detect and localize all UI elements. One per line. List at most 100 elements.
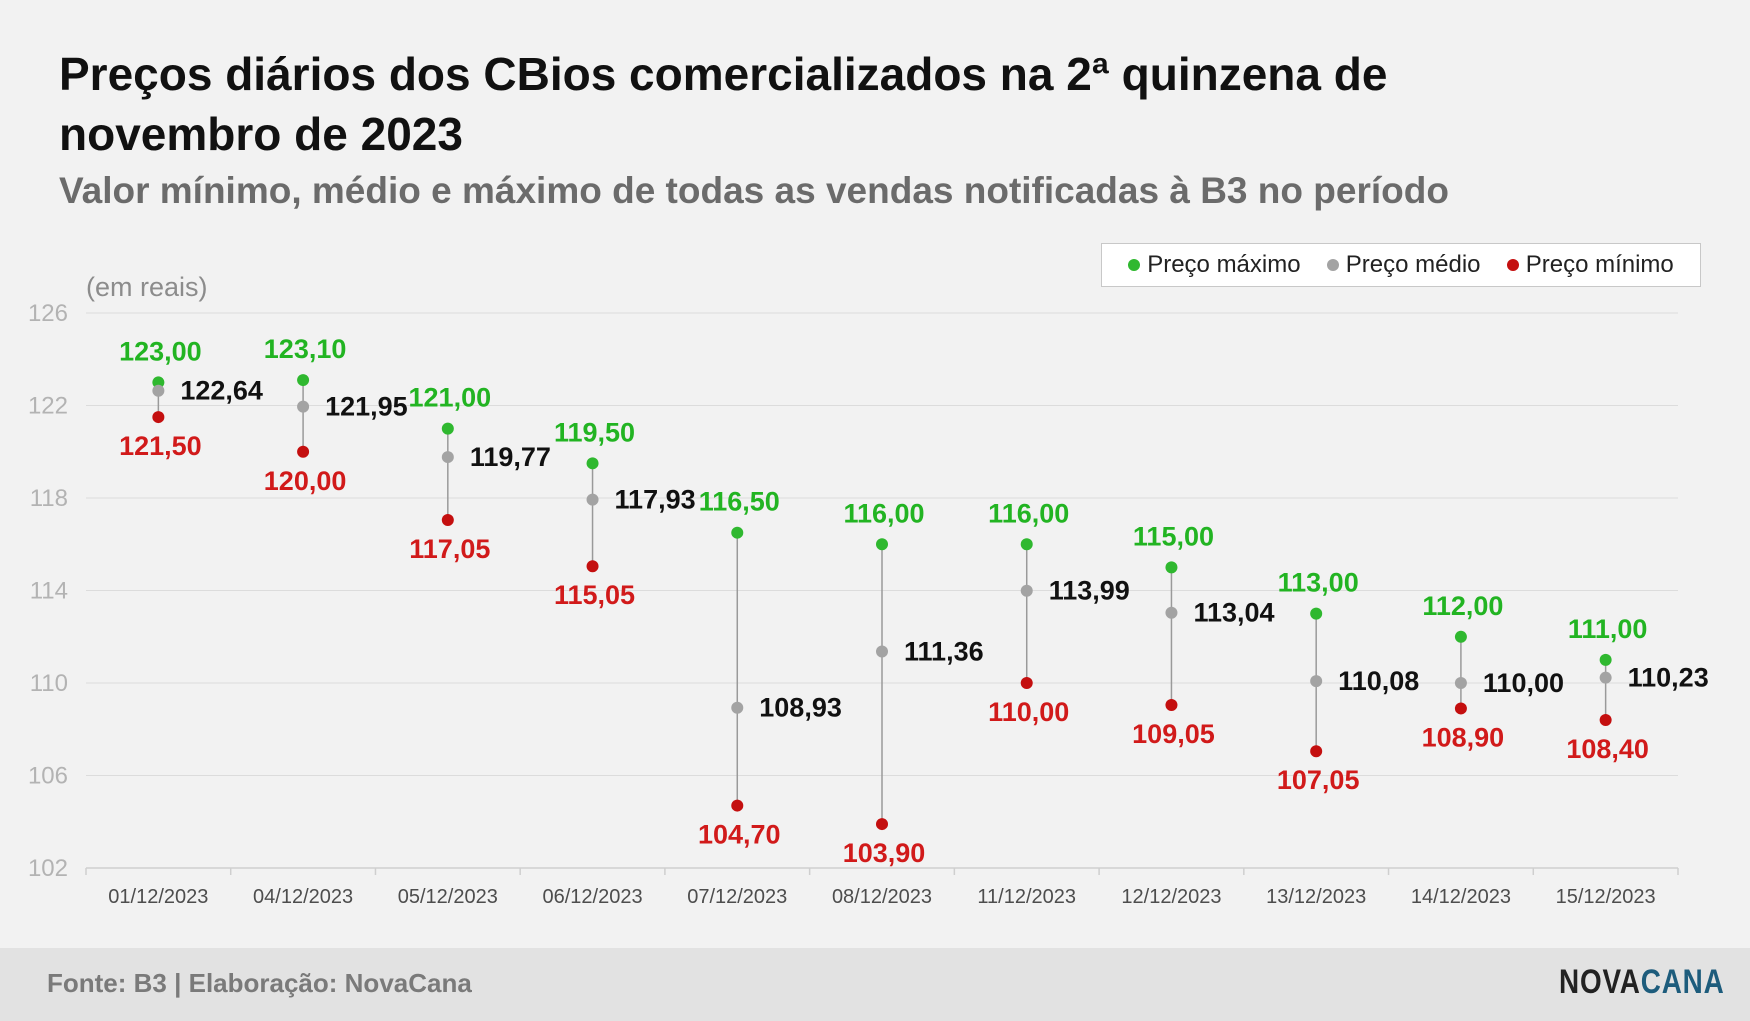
x-tick-label: 04/12/2023 [253,886,353,908]
min-value-label: 108,40 [1566,734,1649,764]
max-value-label: 116,00 [843,498,924,528]
legend-max-marker [1128,259,1141,271]
avg-value-label: 117,93 [615,485,696,515]
min-value-label: 121,50 [119,431,202,461]
avg-value-label: 113,04 [1193,598,1274,628]
min-value-label: 108,90 [1422,722,1505,752]
novacana-logo: NOVACANA [1559,963,1725,1002]
legend-avg-label: Preço médio [1345,251,1481,278]
avg-point [586,493,599,506]
max-point [152,376,165,389]
min-point [297,445,310,458]
x-tick-label: 06/12/2023 [542,886,642,908]
legend-item-min: Preço mínimo [1506,251,1674,279]
legend-item-avg: Preço médio [1326,251,1481,279]
chart-subtitle: Valor mínimo, médio e máximo de todas as… [59,170,1449,211]
avg-point [152,384,165,397]
avg-value-label: 110,23 [1628,663,1709,693]
legend-max-label: Preço máximo [1147,251,1301,278]
max-point [1454,630,1467,643]
min-point [731,799,744,812]
min-value-label: 120,00 [264,466,347,496]
y-tick-label: 126 [28,300,68,327]
min-value-label: 110,00 [988,697,1069,727]
max-value-label: 116,50 [699,487,780,517]
max-point [586,457,599,470]
max-value-label: 115,00 [1133,521,1214,551]
min-point [1310,745,1323,758]
max-value-label: 123,10 [264,334,347,364]
y-tick-label: 106 [28,763,68,790]
x-tick-label: 08/12/2023 [832,886,932,908]
min-point [1020,677,1033,689]
avg-point [731,701,744,714]
max-value-label: 116,00 [988,498,1069,528]
footer: Fonte: B3 | Elaboração: NovaCana NOVACAN… [0,948,1750,1021]
chart-legend: Preço máximo Preço médio Preço mínimo [1101,243,1701,287]
y-tick-label: 114 [30,578,68,605]
max-value-label: 112,00 [1422,591,1503,621]
unit-label: (em reais) [86,272,208,302]
y-tick-label: 110 [30,670,68,697]
max-point [1599,653,1612,666]
x-tick-label: 13/12/2023 [1266,886,1366,908]
x-tick-label: 01/12/2023 [108,886,208,908]
min-value-label: 109,05 [1132,719,1215,749]
min-point [152,411,165,424]
min-point [441,513,454,526]
y-tick-label: 118 [30,485,68,512]
avg-value-label: 122,64 [180,376,263,406]
x-tick-label: 11/12/2023 [977,886,1076,908]
min-value-label: 107,05 [1277,765,1360,795]
max-point [441,422,454,435]
max-value-label: 111,00 [1568,614,1648,644]
max-point [1020,538,1033,551]
x-tick-label: 05/12/2023 [398,886,498,908]
max-point [1310,607,1323,620]
avg-value-label: 110,00 [1483,668,1564,698]
x-tick-label: 12/12/2023 [1121,886,1221,908]
max-point [731,526,744,539]
avg-value-label: 119,77 [470,442,551,472]
avg-value-label: 113,99 [1049,576,1130,606]
min-point [1165,698,1178,711]
legend-min-label: Preço mínimo [1525,251,1674,278]
x-tick-label: 14/12/2023 [1411,886,1511,908]
logo-text-cana: CANA [1640,963,1725,1001]
avg-point [876,645,888,658]
x-tick-label: 07/12/2023 [687,886,787,908]
avg-point [297,400,310,413]
x-tick-label: 15/12/2023 [1556,886,1656,908]
max-point [876,538,888,551]
chart-title: Preços diários dos CBios comercializados… [59,48,1388,160]
price-range-chart: (em reais) 126 122 118 114 110 106 102 01/12/20… [28,272,1709,908]
avg-point [1310,675,1323,688]
avg-value-label: 111,36 [904,637,984,667]
min-value-label: 117,05 [409,534,490,564]
legend-min-marker [1506,259,1519,271]
y-tick-label: 102 [28,855,68,882]
legend-avg-marker [1326,259,1339,271]
avg-value-label: 108,93 [759,693,842,723]
grid-layer: 126 122 118 114 110 106 102 01/12/2023 04/12/202… [28,300,1679,908]
avg-point [1454,677,1467,689]
legend-item-max: Preço máximo [1128,251,1301,279]
min-value-label: 103,90 [843,838,926,868]
marks-layer: 123,00 122,64 121,50 123,10 121,95 120,00 121,… [119,334,1709,868]
avg-value-label: 121,95 [325,392,408,422]
y-tick-label: 122 [28,393,68,420]
source-note: Fonte: B3 | Elaboração: NovaCana [47,968,472,998]
avg-value-label: 110,08 [1338,666,1419,696]
max-value-label: 121,00 [409,383,492,413]
max-value-label: 113,00 [1278,568,1359,598]
max-point [1165,561,1178,574]
max-value-label: 123,00 [119,336,202,366]
min-point [586,560,599,573]
avg-point [1599,671,1612,684]
min-point [876,818,888,831]
min-point [1599,714,1612,726]
max-point [297,374,310,387]
avg-point [1020,584,1033,597]
avg-point [1165,606,1178,619]
min-value-label: 115,05 [554,580,635,610]
